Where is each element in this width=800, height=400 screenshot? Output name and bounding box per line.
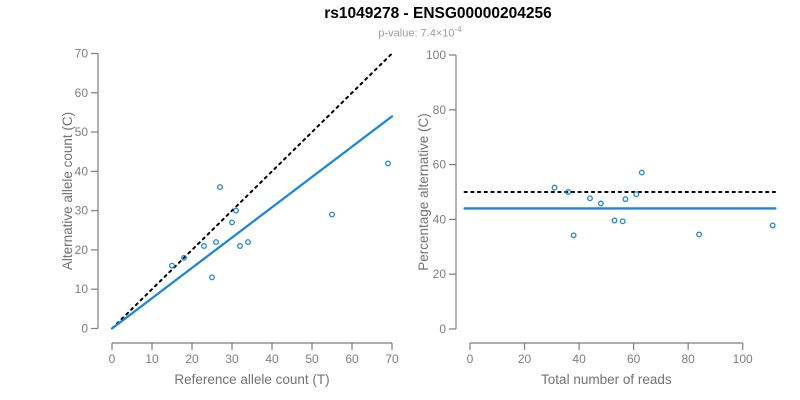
data-point <box>237 243 243 249</box>
identity-line <box>111 52 393 330</box>
y-tick-label: 0 <box>439 322 446 336</box>
y-tick-label: 0 <box>81 322 88 336</box>
y-tick-label: 100 <box>426 48 446 62</box>
data-point <box>622 196 629 203</box>
percentage-alternative-xlabel: Total number of reads <box>541 372 672 387</box>
allele-counts-ylabel: Alternative allele count (C) <box>60 112 75 270</box>
data-point <box>619 218 626 225</box>
data-point <box>611 217 618 224</box>
data-point <box>597 200 604 207</box>
pvalue-exponent: -4 <box>454 25 462 34</box>
y-tick-label: 80 <box>433 103 447 117</box>
data-point <box>213 239 219 246</box>
y-tick-label: 20 <box>75 243 89 257</box>
data-point <box>638 169 645 176</box>
data-point <box>587 195 593 202</box>
x-tick-label: 0 <box>109 352 116 366</box>
data-point <box>385 160 391 167</box>
x-tick-label: 50 <box>305 352 319 366</box>
x-tick-label: 30 <box>225 352 239 366</box>
data-point <box>181 254 187 261</box>
data-point <box>169 262 175 269</box>
chart-title: rs1049278 - ENSG00000204256 <box>324 5 552 22</box>
x-tick-label: 10 <box>145 352 159 366</box>
x-tick-label: 40 <box>572 352 586 366</box>
data-point <box>233 207 239 214</box>
x-tick-label: 20 <box>185 352 199 366</box>
x-tick-label: 60 <box>345 352 359 366</box>
y-tick-label: 30 <box>75 204 89 218</box>
fit-line <box>110 115 394 330</box>
x-tick-label: 0 <box>467 352 474 366</box>
data-point <box>565 189 572 195</box>
y-tick-label: 60 <box>75 86 89 100</box>
data-point <box>769 222 776 229</box>
y-tick-label: 60 <box>433 158 447 172</box>
x-tick-label: 80 <box>681 352 695 366</box>
x-tick-label: 20 <box>518 352 532 366</box>
x-tick-label: 40 <box>265 352 279 366</box>
x-tick-label: 60 <box>627 352 641 366</box>
data-point <box>229 219 235 226</box>
y-tick-label: 50 <box>75 125 89 139</box>
data-point <box>633 191 640 198</box>
percentage-alternative-ylabel: Percentage alternative (C) <box>416 113 431 271</box>
data-point <box>329 211 335 218</box>
data-point <box>551 184 558 191</box>
x-tick-label: 100 <box>733 352 753 366</box>
x-tick-label: 70 <box>385 352 399 366</box>
pvalue-text: p-value: 7.4×10 <box>378 27 455 40</box>
y-tick-label: 70 <box>75 46 89 60</box>
data-point <box>209 274 215 281</box>
data-point <box>201 243 207 249</box>
chart-subtitle: p-value: 7.4×10-4 <box>378 25 461 40</box>
allele-counts-xlabel: Reference allele count (T) <box>174 372 329 387</box>
data-point <box>217 184 223 191</box>
y-tick-label: 40 <box>433 212 447 226</box>
y-tick-label: 10 <box>75 282 89 296</box>
data-point <box>570 232 577 239</box>
y-tick-label: 40 <box>75 164 89 178</box>
data-point <box>245 239 251 246</box>
data-point <box>696 231 703 238</box>
y-tick-label: 20 <box>433 267 447 281</box>
